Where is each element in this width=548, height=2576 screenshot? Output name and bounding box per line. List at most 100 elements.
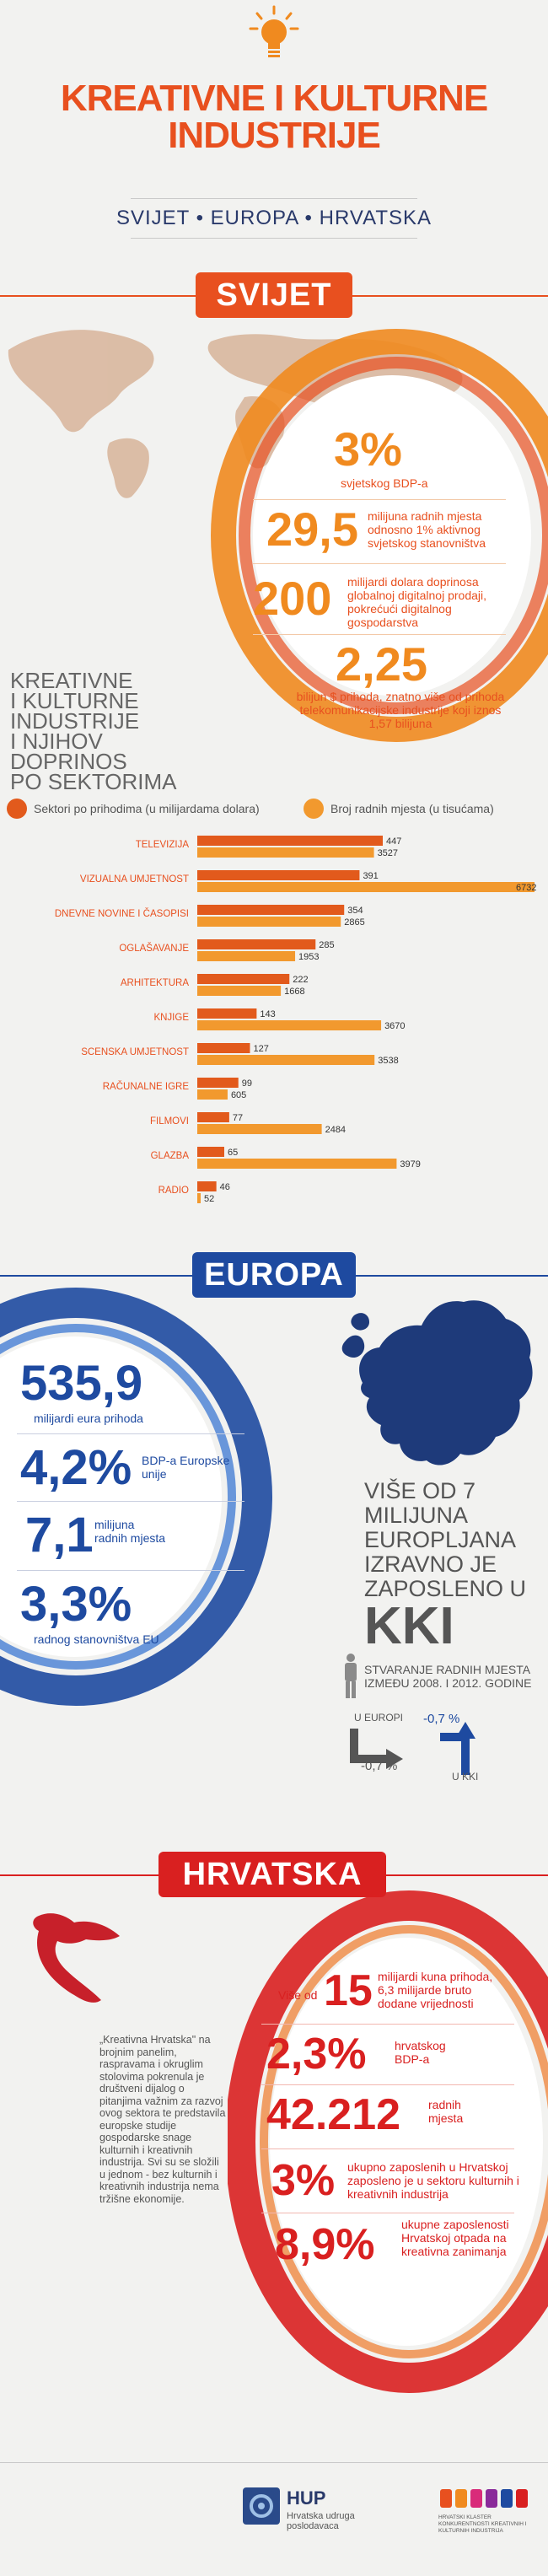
hup-name: HUP xyxy=(287,2487,326,2509)
stat-value: 29,5 xyxy=(266,503,358,556)
hup-logo xyxy=(243,2487,280,2525)
legend-revenue-label: Sektori po prihodima (u milijardama dola… xyxy=(34,802,260,815)
jobs-bar xyxy=(197,1159,397,1169)
quote-text: „Kreativna Hrvatska" na brojnim panelim,… xyxy=(99,2034,226,2205)
stat-value: 15 xyxy=(324,1966,373,2015)
down-arrow-icon xyxy=(350,1729,403,1769)
kki-change-label: U KKI xyxy=(452,1771,479,1783)
decorative-blue-circle xyxy=(0,1288,272,1706)
jobs-value-label: 2484 xyxy=(325,1125,346,1135)
jobs-bar xyxy=(197,1124,322,1134)
divider xyxy=(17,1433,244,1434)
revenue-value-label: 46 xyxy=(220,1182,230,1192)
cluster-text: HRVATSKI KLASTER KONKURENTNOSTI KREATIVN… xyxy=(438,2514,527,2534)
divider xyxy=(261,2084,514,2085)
stat-value: 200 xyxy=(253,572,332,625)
chart-heading: KREATIVNE I KULTURNE INDUSTRIJE I NJIHOV… xyxy=(10,668,177,794)
revenue-value-label: 354 xyxy=(347,906,363,916)
jobs-value-label: 1953 xyxy=(298,952,319,962)
stat-value: 8,9% xyxy=(275,2220,375,2269)
revenue-bar xyxy=(197,1112,229,1122)
title-line-1: KREATIVNE I KULTURNE xyxy=(60,78,488,119)
jobs-bar xyxy=(197,882,535,892)
jobs-bar xyxy=(197,1020,382,1030)
jobs-value-label: 3670 xyxy=(384,1021,405,1031)
revenue-bar xyxy=(197,1043,250,1053)
divider xyxy=(261,2148,514,2149)
revenue-value-label: 77 xyxy=(233,1113,243,1123)
stat-label: BDP-a Europske unije xyxy=(142,1454,230,1481)
decorative-orange-circle xyxy=(211,329,548,742)
section-banner-svijet: SVIJET xyxy=(196,272,352,318)
jobs-value-label: 6732 xyxy=(516,883,536,893)
jobs-value-label: 3979 xyxy=(400,1159,420,1170)
legend-revenue-swatch xyxy=(7,799,27,819)
stat-label: milijuna radnih mjesta xyxy=(94,1518,166,1545)
stat-value: 3,3% xyxy=(20,1577,132,1632)
stat-label: ukupno zaposlenih u Hrvatskoj zaposleno … xyxy=(347,2160,519,2201)
employed-heading: VIŠE OD 7 MILIJUNA EUROPLJANA IZRAVNO JE… xyxy=(364,1478,527,1601)
page-title: KREATIVNE I KULTURNE INDUSTRIJE xyxy=(0,80,548,154)
revenue-bar xyxy=(197,1078,239,1088)
section-banner-hrvatska: HRVATSKA xyxy=(158,1852,386,1897)
stat-label: ukupne zaposlenosti Hrvatskoj otpada na … xyxy=(401,2218,509,2258)
page-subtitle: SVIJET • EUROPA • HRVATSKA xyxy=(116,207,432,229)
jobs-value-label: 52 xyxy=(204,1194,214,1204)
revenue-value-label: 127 xyxy=(254,1044,269,1054)
jobs-bar xyxy=(197,1055,375,1065)
eu-change-label: U EUROPI xyxy=(354,1712,404,1724)
stat-label: radnih mjesta xyxy=(428,2098,464,2125)
stat-value: 3% xyxy=(271,2156,336,2205)
stat-label: svjetskog BDP-a xyxy=(341,476,428,490)
stat-label: milijardi eura prihoda xyxy=(34,1412,143,1425)
stat-value: 2,25 xyxy=(336,637,427,691)
jobs-bar xyxy=(197,1193,201,1203)
stat-label: milijardi kuna prihoda, 6,3 milijarde br… xyxy=(378,1970,493,2010)
title-line-2: INDUSTRIJE xyxy=(168,115,381,156)
divider xyxy=(17,1570,244,1571)
divider xyxy=(17,1501,244,1502)
europe-map-icon xyxy=(341,1300,533,1465)
category-label: KNJIGE xyxy=(153,1013,189,1023)
jobs-value-label: 2865 xyxy=(344,917,364,928)
eu-change-value: -0,7 % xyxy=(361,1759,398,1773)
lightbulb-icon xyxy=(249,5,299,57)
divider xyxy=(253,563,506,564)
category-label: ARHITEKTURA xyxy=(121,978,189,988)
stat-prefix: Više od xyxy=(278,1988,318,2002)
stat-value: 535,9 xyxy=(20,1356,143,1411)
cluster-logo xyxy=(440,2489,528,2508)
stat-value: 42.212 xyxy=(266,2090,401,2139)
jobs-value-label: 3527 xyxy=(378,848,398,858)
stat-label: hrvatskog BDP-a xyxy=(395,2039,446,2066)
up-arrow-icon xyxy=(440,1722,475,1775)
kki-change-value: -0,7 % xyxy=(423,1712,460,1726)
category-label: SCENSKA UMJETNOST xyxy=(81,1047,189,1057)
hup-subtitle: Hrvatska udruga poslodavaca xyxy=(287,2511,355,2531)
jobs-value-label: 605 xyxy=(231,1090,246,1100)
divider xyxy=(253,634,506,635)
jobs-bar xyxy=(197,1089,228,1100)
person-icon xyxy=(345,1654,357,1698)
jobs-bar xyxy=(197,951,296,961)
section-banner-europa: EUROPA xyxy=(192,1252,356,1298)
category-label: TELEVIZIJA xyxy=(136,840,190,850)
revenue-value-label: 222 xyxy=(293,975,308,985)
revenue-value-label: 143 xyxy=(260,1009,275,1019)
job-change-title: STVARANJE RADNIH MJESTA IZMEĐU 2008. I 2… xyxy=(364,1663,532,1690)
category-label: GLAZBA xyxy=(151,1151,190,1161)
jobs-value-label: 3538 xyxy=(378,1056,398,1066)
revenue-bar xyxy=(197,1008,257,1019)
category-label: DNEVNE NOVINE I ČASOPISI xyxy=(55,908,189,919)
divider xyxy=(131,198,417,199)
jobs-bar xyxy=(197,986,282,996)
divider xyxy=(131,238,417,239)
stat-value: 2,3% xyxy=(266,2030,367,2079)
category-label: FILMOVI xyxy=(150,1116,189,1127)
jobs-bar xyxy=(197,847,374,858)
jobs-value-label: 1668 xyxy=(284,987,304,997)
stat-label: bilijun $ prihoda, znatno više od prihod… xyxy=(296,690,505,730)
category-label: RAČUNALNE IGRE xyxy=(103,1081,190,1092)
